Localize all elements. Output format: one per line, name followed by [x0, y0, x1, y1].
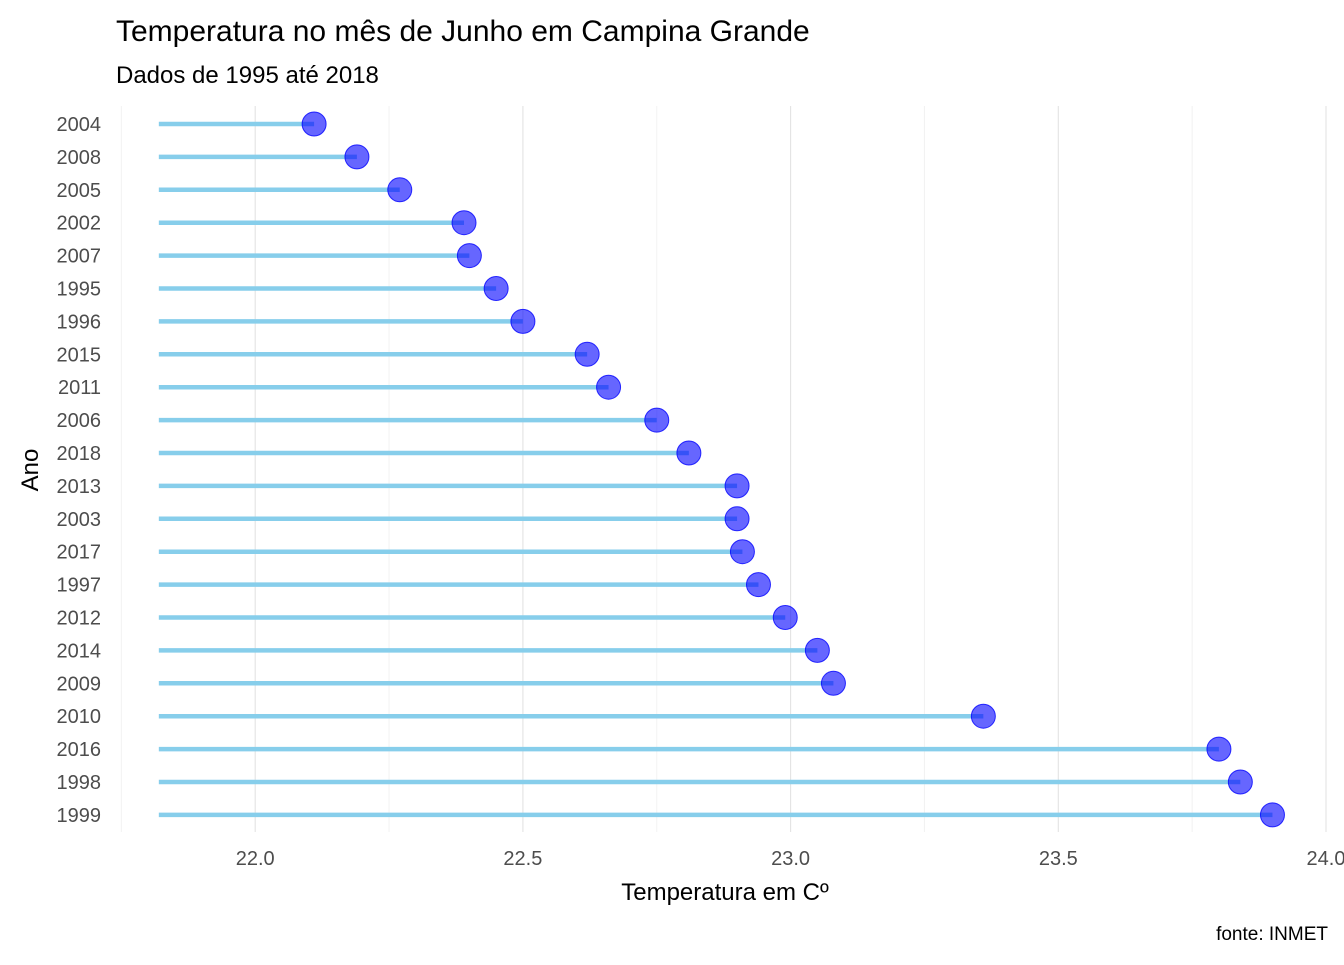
point-1999	[1259, 802, 1285, 828]
point-2009	[820, 670, 846, 696]
x-axis-tick-labels: 22.0 22.5 23.0 23.5 24.0	[236, 848, 1344, 870]
y-tick-label: 2006	[57, 410, 102, 432]
point-2017	[729, 539, 755, 565]
x-tick-label: 22.0	[236, 848, 275, 870]
y-tick-label: 2003	[57, 509, 102, 531]
point-2010	[970, 703, 996, 729]
point-2014	[804, 637, 830, 663]
point-2007	[456, 243, 482, 269]
y-tick-label: 2014	[57, 640, 102, 662]
point-2006	[644, 407, 670, 433]
point-1995	[483, 276, 509, 301]
x-tick-label: 23.0	[771, 848, 810, 870]
y-tick-label: 2013	[57, 476, 102, 498]
y-tick-label: 1995	[57, 279, 102, 301]
point-2008	[344, 144, 370, 170]
chart-title: Temperatura no mês de Junho em Campina G…	[116, 15, 810, 48]
x-tick-label: 23.5	[1039, 848, 1078, 870]
grid-lines	[120, 106, 1327, 832]
point-2002	[451, 210, 477, 236]
y-tick-label: 1996	[57, 311, 102, 333]
y-tick-label: 2016	[57, 739, 102, 761]
y-axis-title: Ano	[17, 449, 44, 492]
point-2012	[772, 605, 798, 630]
point-2005	[387, 177, 413, 203]
stems	[158, 121, 1273, 818]
point-2003	[724, 506, 750, 532]
y-tick-label: 1998	[57, 772, 102, 794]
point-2018	[676, 440, 702, 466]
point-2004	[301, 111, 327, 137]
y-tick-label: 2008	[57, 147, 102, 169]
y-tick-label: 2009	[57, 673, 102, 695]
y-tick-label: 2004	[57, 114, 102, 136]
point-1997	[745, 572, 771, 598]
chart-caption: fonte: INMET	[1216, 924, 1328, 945]
point-2013	[724, 473, 750, 499]
x-tick-label: 24.0	[1307, 848, 1344, 870]
y-tick-label: 2018	[57, 443, 102, 465]
y-tick-label: 2007	[57, 246, 102, 268]
point-2016	[1206, 736, 1232, 762]
point-2011	[596, 374, 622, 400]
y-tick-label: 2005	[57, 180, 102, 202]
y-tick-label: 2012	[57, 608, 102, 630]
point-1996	[510, 308, 536, 334]
y-axis-tick-labels: 2004 2008 2005 2002 2007 1995 1996 2015 2011 2006…	[57, 114, 102, 827]
y-tick-label: 1997	[57, 575, 102, 597]
points	[301, 111, 1285, 828]
point-1998	[1227, 769, 1253, 795]
y-tick-label: 2015	[57, 344, 102, 366]
y-tick-label: 1999	[57, 805, 102, 827]
x-tick-label: 22.5	[503, 848, 542, 870]
point-2015	[574, 341, 600, 367]
x-axis-title: Temperatura em Cº	[621, 879, 829, 906]
y-tick-label: 2002	[57, 213, 102, 235]
y-tick-label: 2011	[58, 377, 101, 399]
y-tick-label: 2010	[57, 706, 102, 728]
chart-subtitle: Dados de 1995 até 2018	[116, 62, 379, 89]
y-tick-label: 2017	[57, 542, 102, 564]
